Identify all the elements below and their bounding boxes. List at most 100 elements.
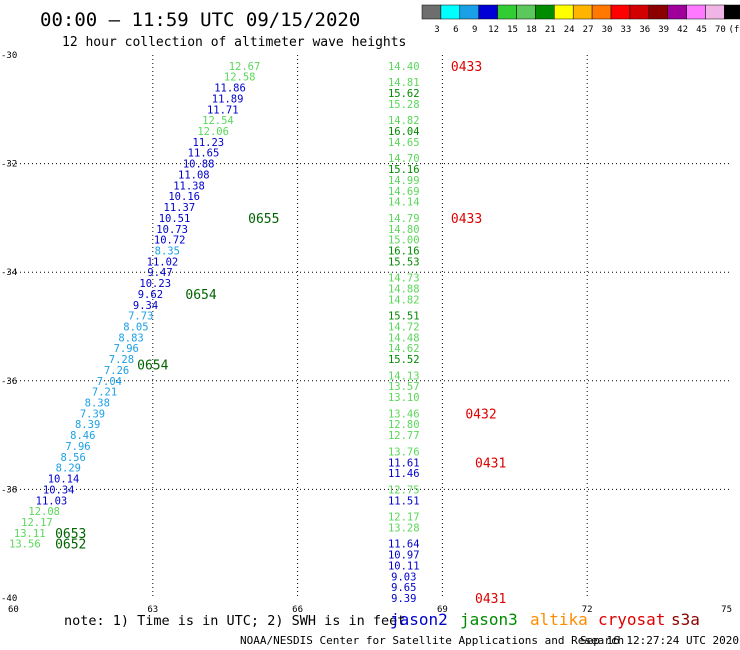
wave-height-label: 15.52: [388, 354, 420, 366]
wave-height-label: 8.29: [56, 463, 81, 475]
wave-height-label: 10.14: [48, 474, 80, 486]
wave-height-label: 12.06: [197, 126, 229, 138]
pass-time-label: 0431: [475, 592, 506, 607]
wave-height-label: 12.58: [224, 72, 256, 84]
pass-time-label: 0654: [137, 359, 168, 374]
x-tick-label: 66: [292, 605, 303, 615]
wave-height-label: 14.73: [388, 273, 420, 285]
x-tick-label: 63: [147, 605, 158, 615]
wave-height-label: 10.72: [154, 235, 186, 247]
wave-height-label: 14.99: [388, 175, 420, 187]
wave-height-label: 14.81: [388, 77, 420, 89]
wave-height-label: 14.14: [388, 197, 420, 209]
note-text: note: 1) Time is in UTC; 2) SWH is in fe…: [64, 613, 405, 629]
wave-height-label: 12.54: [202, 115, 234, 127]
wave-height-label: 8.38: [85, 398, 110, 410]
chart-subtitle: 12 hour collection of altimeter wave hei…: [62, 35, 406, 50]
wave-height-label: 7.21: [92, 387, 117, 399]
wave-height-label: 10.23: [139, 278, 171, 290]
colorbar-swatch: [629, 4, 650, 20]
wave-height-label: 11.51: [388, 495, 420, 507]
wave-height-label: 11.64: [388, 539, 420, 551]
wave-height-label: 14.40: [388, 61, 420, 73]
wave-height-label: 14.70: [388, 153, 420, 165]
satellite-legend: jason2 jason3 altika cryosat s3a: [390, 610, 700, 629]
wave-height-label: 14.69: [388, 186, 420, 198]
colorbar-swatch: [648, 4, 668, 20]
pass-time-label: 0655: [248, 212, 279, 227]
colorbar-swatch: [724, 4, 740, 20]
wave-height-label: 7.96: [114, 343, 139, 355]
wave-height-label: 14.79: [388, 213, 420, 225]
wave-height-label: 15.51: [388, 311, 420, 323]
wave-height-label: 12.80: [388, 419, 420, 431]
colorbar-label: 45: [696, 25, 707, 35]
wave-height-label: 12.75: [388, 484, 420, 496]
timestamp-text: Sep 16 12:27:24 UTC 2020: [580, 634, 739, 647]
wave-height-label: 14.88: [388, 283, 420, 295]
wave-height-label: 14.82: [388, 115, 420, 127]
colorbar-swatch: [440, 4, 461, 20]
wave-height-label: 10.73: [156, 224, 188, 236]
wave-height-label: 11.03: [36, 495, 68, 507]
wave-height-label: 10.97: [388, 550, 420, 562]
wave-height-label: 14.72: [388, 322, 420, 334]
wave-height-label: 11.38: [173, 180, 205, 192]
colorbar-label: 33: [620, 25, 631, 35]
wave-height-label: 7.26: [104, 365, 129, 377]
colorbar-swatch: [610, 4, 631, 20]
colorbar-label: 30: [602, 25, 613, 35]
colorbar-label: 15: [507, 25, 518, 35]
wave-height-label: 9.34: [133, 300, 158, 312]
colorbar-swatch: [667, 4, 687, 20]
y-tick-label: -38: [1, 485, 17, 495]
x-tick-label: 60: [8, 605, 19, 615]
wave-height-label: 14.13: [388, 370, 420, 382]
wave-height-label: 12.67: [229, 61, 261, 73]
y-tick-label: -40: [1, 594, 17, 604]
wave-height-label: 10.11: [388, 560, 420, 572]
colorbar-label: 9: [472, 25, 477, 35]
wave-height-label: 16.04: [388, 126, 420, 138]
colorbar-label: 21: [545, 25, 556, 35]
colorbar-label: 12: [488, 25, 499, 35]
colorbar-label: 39: [658, 25, 669, 35]
wave-height-label: 13.57: [388, 381, 420, 393]
y-tick-label: -34: [1, 268, 17, 278]
wave-height-label: 14.48: [388, 332, 420, 344]
wave-height-label: 9.65: [391, 582, 416, 594]
wave-height-label: 7.04: [97, 376, 122, 388]
wave-height-label: 11.65: [188, 148, 220, 160]
wave-height-label: 8.39: [75, 419, 100, 431]
wave-height-label: 12.08: [28, 506, 60, 518]
wave-height-label: 15.16: [388, 164, 420, 176]
wave-height-label: 15.28: [388, 99, 420, 111]
wave-height-label: 14.62: [388, 343, 420, 355]
colorbar-swatch: [535, 4, 555, 20]
wave-height-label: 11.46: [388, 468, 420, 480]
y-tick-label: -36: [1, 377, 17, 387]
colorbar-label: 18: [526, 25, 537, 35]
wave-height-label: 15.53: [388, 256, 420, 268]
wave-height-label: 12.77: [388, 430, 420, 442]
pass-time-label: 0433: [451, 60, 482, 75]
wave-height-label: 7.39: [80, 408, 105, 420]
colorbar-label: 27: [583, 25, 594, 35]
colorbar-label: 36: [639, 25, 650, 35]
colorbar-swatch: [421, 4, 442, 20]
colorbar-swatch: [705, 4, 725, 20]
wave-height-label: 14.80: [388, 224, 420, 236]
wave-height-label: 13.28: [388, 522, 420, 534]
wave-height-label: 8.56: [61, 452, 86, 464]
colorbar-label: 24: [564, 25, 575, 35]
wave-height-label: 11.71: [207, 104, 239, 116]
wave-height-label: 11.08: [178, 169, 210, 181]
legend-entry: cryosat: [598, 610, 665, 629]
wave-height-label: 12.17: [21, 517, 53, 529]
pass-time-label: 0431: [475, 456, 506, 471]
wave-height-label: 11.61: [388, 457, 420, 469]
wave-height-label: 15.00: [388, 235, 420, 247]
wave-height-label: 11.86: [214, 83, 246, 95]
wave-height-label: 14.82: [388, 294, 420, 306]
